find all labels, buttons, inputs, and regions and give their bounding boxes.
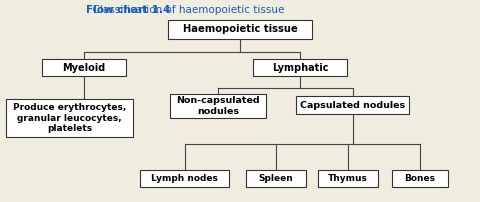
Text: Bones: Bones (405, 174, 435, 183)
FancyBboxPatch shape (140, 170, 229, 187)
Text: Lymphatic: Lymphatic (272, 63, 328, 73)
FancyBboxPatch shape (318, 170, 378, 187)
FancyBboxPatch shape (42, 59, 126, 76)
Text: Lymph nodes: Lymph nodes (151, 174, 218, 183)
Text: Myeloid: Myeloid (62, 63, 106, 73)
Text: Produce erythrocytes,
granular leucocytes,
platelets: Produce erythrocytes, granular leucocyte… (13, 103, 126, 133)
FancyBboxPatch shape (246, 170, 306, 187)
Text: Spleen: Spleen (259, 174, 293, 183)
Text: Capsulated nodules: Capsulated nodules (300, 101, 406, 109)
FancyBboxPatch shape (170, 95, 266, 118)
Text: Flow chart 1.4: Flow chart 1.4 (86, 5, 171, 15)
FancyBboxPatch shape (296, 96, 409, 114)
FancyBboxPatch shape (168, 20, 312, 39)
FancyBboxPatch shape (6, 99, 133, 137)
Text: Thymus: Thymus (328, 174, 368, 183)
Text: Haemopoietic tissue: Haemopoietic tissue (182, 24, 298, 34)
Text: Non-capsulated
nodules: Non-capsulated nodules (177, 96, 260, 116)
FancyBboxPatch shape (392, 170, 447, 187)
FancyBboxPatch shape (253, 59, 347, 76)
Text: Classification of haemopoietic tissue: Classification of haemopoietic tissue (86, 5, 285, 15)
